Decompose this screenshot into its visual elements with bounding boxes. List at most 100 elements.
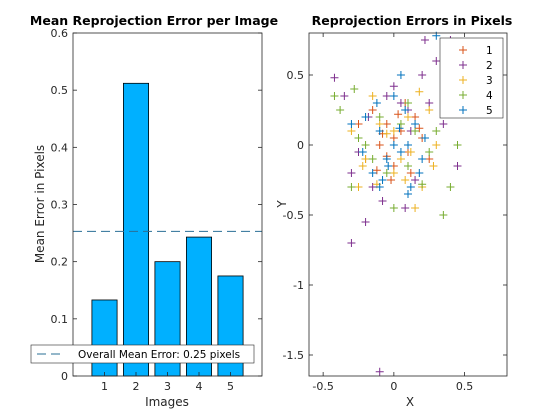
scatter-legend-label: 2 [486, 60, 493, 72]
scatter-xlabel: X [406, 395, 414, 409]
scatter-point [453, 162, 462, 170]
scatter-point [347, 120, 356, 128]
scatter-point [375, 127, 384, 135]
scatter-point [347, 127, 356, 135]
scatter-point [354, 134, 363, 142]
scatter-title: Reprojection Errors in Pixels [312, 13, 513, 28]
bar-xtick-label: 2 [133, 380, 140, 393]
scatter-legend-label: 3 [486, 75, 493, 87]
scatter-point [404, 113, 412, 121]
bar-ytick-label: 0 [61, 370, 68, 383]
scatter-point [384, 162, 393, 170]
scatter-point [368, 106, 377, 114]
scatter-legend-marker [459, 76, 467, 84]
scatter-point [411, 176, 420, 184]
scatter-point [418, 71, 427, 79]
scatter-point [396, 148, 405, 156]
scatter-legend-marker [459, 61, 467, 69]
scatter-point [350, 85, 359, 93]
bar-image-1 [91, 299, 118, 377]
scatter-point [439, 211, 448, 219]
scatter-legend-box [439, 37, 504, 119]
scatter-point [425, 155, 434, 163]
bar-xtick-label: 5 [227, 380, 234, 393]
scatter-ytick-label: -0.5 [283, 209, 304, 222]
scatter-point [347, 183, 356, 191]
scatter-point [378, 197, 387, 205]
scatter-point [389, 127, 398, 135]
scatter-point [432, 127, 441, 135]
bar-xtick-label: 4 [196, 380, 203, 393]
scatter-point [368, 155, 377, 163]
scatter-point [372, 99, 381, 107]
scatter-point [368, 183, 377, 191]
scatter-point [406, 169, 415, 177]
bar-ytick-label: 0.2 [51, 256, 69, 269]
bar-image-2 [123, 82, 150, 377]
scatter-point [382, 92, 391, 100]
scatter-point [401, 204, 410, 212]
scatter-point [382, 120, 391, 128]
scatter-point [411, 113, 420, 121]
scatter-xtick-label: 0.5 [456, 380, 474, 393]
scatter-point [394, 110, 403, 119]
scatter-point [354, 120, 363, 128]
scatter-point [401, 176, 410, 184]
bar-ytick-label: 0.6 [51, 27, 69, 40]
scatter-series-5 [347, 31, 441, 198]
scatter-point [354, 183, 363, 191]
scatter-point [401, 106, 410, 114]
scatter-point [375, 183, 384, 191]
scatter-point [396, 71, 405, 79]
scatter-point [404, 162, 412, 170]
scatter-point [375, 120, 384, 128]
scatter-legend-marker [459, 46, 467, 54]
bar-chart-xlabel: Images [145, 395, 189, 409]
scatter-point [453, 141, 462, 149]
bar-ytick-label: 0.1 [51, 313, 69, 326]
scatter-point [382, 169, 391, 177]
scatter-point [375, 367, 384, 376]
scatter-point [347, 169, 356, 177]
scatter-point [425, 148, 434, 156]
scatter-point [372, 166, 381, 175]
scatter-point [389, 92, 398, 100]
scatter-xtick-label: 0 [390, 380, 397, 393]
scatter-point [375, 113, 384, 121]
scatter-point [361, 218, 370, 226]
scatter-point [415, 124, 424, 133]
scatter-xtick-label: -0.5 [312, 380, 333, 393]
bar-chart-ylabel: Mean Error in Pixels [33, 145, 47, 263]
scatter-point [415, 169, 424, 177]
scatter-chart: -1.5 -1 -0.5 0 0.5 -0.5 0 0.5 Reprojection Err… [275, 13, 512, 409]
scatter-point [389, 134, 398, 142]
scatter-point [358, 148, 367, 156]
scatter-point [396, 99, 405, 107]
scatter-point [389, 82, 398, 91]
scatter-point [378, 176, 387, 184]
scatter-point [418, 180, 427, 189]
scatter-point [389, 204, 398, 212]
bar-xtick-label: 1 [101, 380, 108, 393]
scatter-point [425, 99, 434, 107]
scatter-point [358, 162, 367, 170]
scatter-point [347, 239, 356, 247]
scatter-legend-marker [459, 106, 467, 114]
bar-chart-title: Mean Reprojection Error per Image [30, 13, 278, 28]
scatter-legend-label: 5 [486, 105, 493, 117]
scatter-point [432, 141, 441, 149]
scatter-point [375, 141, 384, 149]
bar-ytick-label: 0.3 [51, 199, 69, 212]
scatter-point [432, 57, 441, 65]
scatter-point [439, 120, 448, 128]
scatter-legend-label: 4 [486, 90, 493, 102]
scatter-ylabel: Y [275, 200, 289, 209]
scatter-legend: 1 2 3 4 5 [439, 37, 504, 119]
scatter-point [330, 92, 339, 100]
scatter-ytick-label: 0 [297, 139, 304, 152]
scatter-point [330, 73, 339, 82]
scatter-point [415, 87, 424, 96]
scatter-point [425, 106, 434, 114]
scatter-point [420, 36, 429, 44]
